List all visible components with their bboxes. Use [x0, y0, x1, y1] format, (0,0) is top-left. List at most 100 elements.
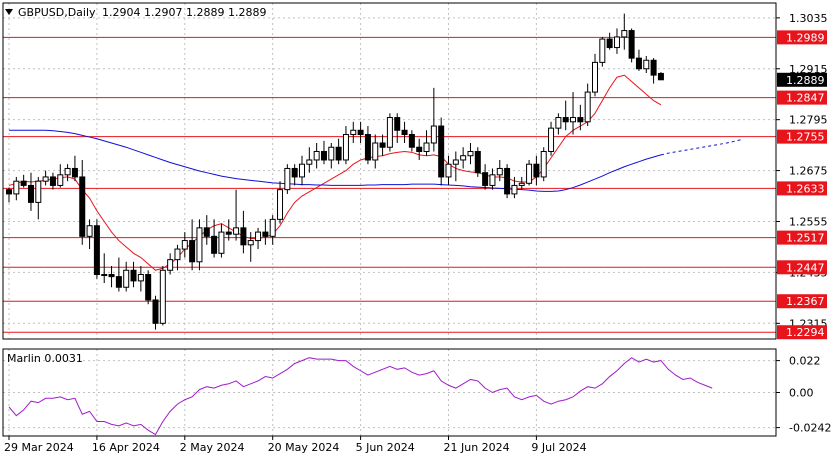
candle-body-bear	[262, 231, 269, 237]
level-label: 1.2447	[786, 261, 825, 274]
candle	[408, 130, 415, 152]
level-label-box	[777, 260, 827, 275]
candle-body-bear	[416, 146, 423, 152]
candle-body-bear	[79, 176, 86, 237]
chart-menu-triangle-icon[interactable]	[5, 9, 13, 15]
candle	[27, 172, 34, 211]
candle	[430, 87, 437, 152]
candle	[592, 53, 598, 97]
level-label: 1.2989	[786, 31, 825, 44]
level-label: 1.2517	[786, 232, 825, 245]
candle-body-bear	[408, 134, 415, 148]
candle	[364, 126, 371, 165]
candle-body-bear	[438, 125, 445, 178]
candle-body-bear	[27, 184, 34, 203]
candle-body-bull	[255, 231, 262, 242]
candle	[474, 147, 481, 177]
candle-body-bull	[496, 167, 503, 176]
candle	[159, 266, 166, 326]
candle	[284, 164, 291, 194]
candle-body-bull	[233, 227, 240, 235]
candle	[379, 134, 386, 156]
candle	[13, 176, 20, 201]
candle	[650, 58, 657, 84]
candle	[299, 155, 305, 186]
candle	[152, 295, 159, 330]
candle-body-bear	[482, 172, 489, 186]
candle-body-bull	[57, 174, 64, 186]
candle-body-bear	[474, 150, 481, 174]
candle-body-bull	[64, 167, 71, 176]
candle	[79, 159, 86, 245]
candle-body-bull	[445, 163, 452, 178]
candle-body-bear	[203, 227, 210, 237]
last-price-label: 1.2889	[786, 74, 825, 87]
candle-body-bull	[35, 180, 42, 203]
candle	[306, 147, 313, 173]
indicator-tick-label: 0.022	[789, 355, 821, 368]
candle-body-bull	[518, 182, 525, 186]
level-label: 1.2633	[786, 182, 825, 195]
candle-body-bear	[379, 142, 386, 148]
candle	[584, 83, 591, 127]
candle	[130, 261, 137, 288]
candle	[137, 266, 144, 292]
candle-body-bear	[6, 189, 12, 195]
price-tick-label: 1.2915	[789, 63, 828, 76]
candle-body-bear	[145, 274, 152, 301]
candle-body-bear	[650, 59, 657, 76]
level-label-box	[777, 325, 827, 340]
time-tick-label: 20 May 2024	[268, 441, 340, 454]
candle-body-bear	[130, 269, 137, 282]
candle	[189, 219, 196, 271]
candle-body-bear	[71, 167, 78, 178]
candle	[35, 176, 42, 220]
level-label-box	[777, 30, 827, 45]
candle-body-bear	[211, 235, 218, 254]
ohlc-readout: 1.2904 1.2907 1.2889 1.2889	[102, 6, 266, 19]
candle-body-bull	[313, 150, 320, 161]
level-label-box	[777, 230, 827, 245]
candle	[49, 172, 56, 190]
candle	[511, 176, 518, 199]
candle-body-bull	[181, 240, 188, 250]
candle	[277, 181, 284, 224]
slow-ma-projection	[660, 139, 742, 156]
candle-body-bull	[599, 38, 606, 63]
candle-body-bear	[225, 231, 232, 235]
candle-body-bull	[621, 30, 628, 38]
candle	[562, 100, 569, 131]
candle	[635, 49, 642, 71]
candle-body-bull	[584, 91, 591, 123]
candle-body-bull	[277, 189, 284, 220]
indicator-tick-label: 0.00	[789, 387, 814, 400]
candle	[167, 253, 174, 275]
candle-body-bear	[357, 129, 364, 136]
price-tick-label: 1.2555	[789, 215, 828, 228]
candle	[181, 232, 188, 258]
price-tick-label: 1.2795	[789, 114, 828, 127]
indicator-axis: 0.022 0.00 -0.0242	[776, 355, 831, 435]
candle	[357, 121, 364, 143]
time-tick-label: 5 Jun 2024	[356, 441, 415, 454]
candle-body-bull	[592, 61, 598, 93]
candle	[269, 215, 276, 245]
price-tick-label: 1.2675	[789, 165, 828, 178]
candle	[174, 244, 181, 271]
candle	[518, 176, 525, 190]
candle	[401, 121, 408, 143]
candle	[599, 36, 606, 67]
candle-body-bull	[423, 142, 430, 152]
marlin-line	[8, 357, 713, 436]
candle	[6, 187, 12, 203]
candle	[291, 164, 298, 186]
candle	[452, 151, 459, 182]
candle-body-bear	[20, 180, 27, 186]
candle-body-bull	[86, 225, 93, 237]
level-label: 1.2755	[786, 131, 825, 144]
candle	[438, 117, 445, 186]
candle	[108, 266, 115, 288]
level-label: 1.2847	[786, 92, 825, 105]
candle	[196, 219, 203, 271]
